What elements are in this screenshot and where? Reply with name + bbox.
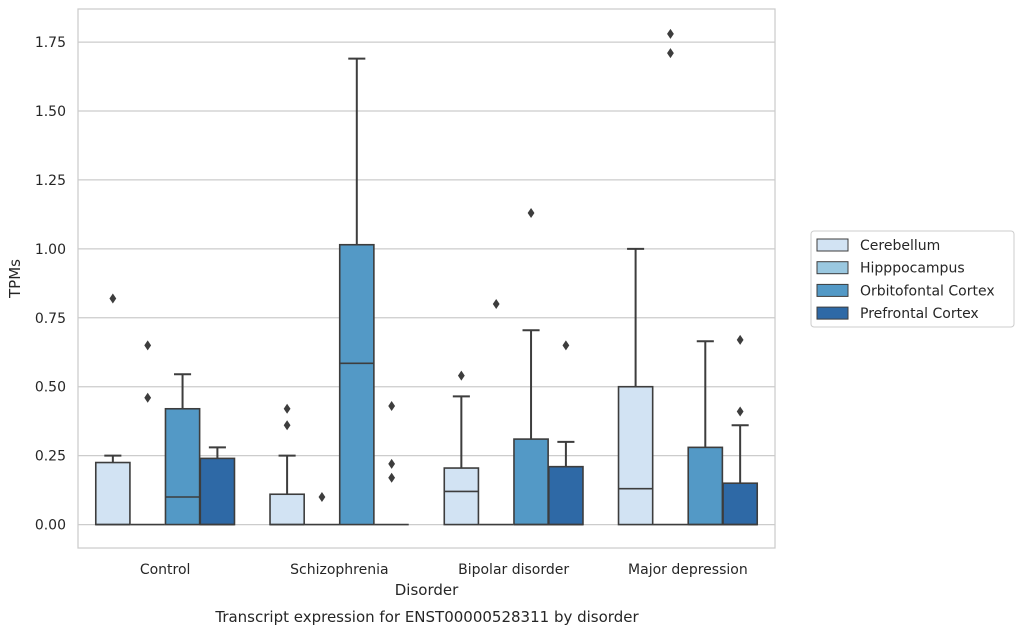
box-body bbox=[513, 438, 549, 526]
legend-swatch bbox=[816, 306, 849, 320]
y-tick-label: 0.50 bbox=[35, 380, 66, 396]
legend-swatch bbox=[816, 261, 849, 275]
outlier-point bbox=[318, 491, 326, 502]
box-orbitofontal-cortex bbox=[687, 340, 724, 526]
box-body bbox=[269, 493, 305, 526]
y-tick-label: 1.00 bbox=[35, 242, 66, 258]
x-tick-label: Schizophrenia bbox=[290, 562, 388, 578]
y-tick-label: 0.25 bbox=[35, 449, 66, 465]
box-prefrontal-cortex bbox=[374, 401, 409, 526]
box-prefrontal-cortex bbox=[722, 334, 759, 526]
outlier-point bbox=[562, 340, 570, 351]
outlier-point bbox=[388, 458, 396, 469]
outlier-point bbox=[457, 370, 465, 381]
box-body bbox=[687, 446, 724, 526]
y-tick-label: 1.25 bbox=[35, 173, 66, 189]
box-hipppocampus bbox=[479, 299, 514, 526]
box-orbitofontal-cortex bbox=[338, 57, 375, 526]
y-tick-label: 1.50 bbox=[35, 104, 66, 120]
x-tick-label: Major depression bbox=[628, 562, 748, 578]
outlier-point bbox=[667, 48, 674, 59]
outlier-point bbox=[527, 208, 535, 219]
box-body bbox=[164, 407, 201, 526]
box-cerebellum bbox=[617, 247, 654, 526]
legend-label: Cerebellum bbox=[860, 238, 940, 254]
legend-frame bbox=[810, 230, 1015, 328]
box-body bbox=[338, 243, 375, 526]
y-axis-label: TPMs bbox=[6, 259, 24, 299]
legend: Cerebellum Hipppocampus Orbitofontal Corte… bbox=[810, 230, 1015, 328]
outlier-point bbox=[283, 403, 291, 414]
outlier-point bbox=[492, 299, 500, 310]
box-body bbox=[199, 457, 236, 526]
box-cerebellum bbox=[443, 370, 480, 526]
box-body bbox=[722, 482, 759, 526]
legend-label: Hipppocampus bbox=[860, 261, 965, 277]
outlier-point bbox=[667, 28, 674, 39]
outlier-point bbox=[283, 420, 291, 431]
box-orbitofontal-cortex bbox=[513, 208, 549, 526]
box-cerebellum bbox=[269, 403, 305, 526]
outlier-point bbox=[736, 406, 744, 417]
box-body bbox=[443, 467, 480, 526]
y-tick-label: 1.75 bbox=[35, 35, 66, 51]
box-hipppocampus bbox=[130, 340, 165, 526]
legend-swatch bbox=[816, 283, 849, 297]
x-tick-label: Control bbox=[140, 562, 191, 578]
box-body bbox=[548, 465, 584, 526]
legend-label: Orbitofontal Cortex bbox=[860, 283, 995, 299]
box-prefrontal-cortex bbox=[548, 340, 584, 526]
outlier-point bbox=[388, 401, 396, 412]
box-prefrontal-cortex bbox=[199, 446, 236, 526]
x-tick-label: Bipolar disorder bbox=[458, 562, 569, 578]
legend-label: Prefrontal Cortex bbox=[860, 306, 979, 322]
box-body bbox=[617, 385, 654, 526]
outlier-point bbox=[144, 392, 152, 403]
box-orbitofontal-cortex bbox=[164, 373, 201, 526]
x-tick-labels: Control Schizophrenia Bipolar disorder Majo… bbox=[140, 562, 748, 578]
chart-caption: Transcript expression for ENST0000052831… bbox=[214, 608, 639, 626]
box-hipppocampus bbox=[653, 28, 688, 526]
box-body bbox=[94, 461, 131, 526]
box-cerebellum bbox=[94, 293, 131, 526]
outlier-point bbox=[109, 293, 117, 304]
boxes bbox=[94, 28, 759, 526]
y-tick-label: 0.00 bbox=[35, 518, 66, 534]
x-axis-label: Disorder bbox=[395, 581, 459, 599]
legend-swatch bbox=[816, 238, 849, 252]
outlier-point bbox=[736, 334, 744, 345]
y-tick-labels: 0.00 0.25 0.50 0.75 1.00 1.25 1.50 1.75 bbox=[35, 35, 66, 533]
y-tick-label: 0.75 bbox=[35, 311, 66, 327]
outlier-point bbox=[144, 340, 152, 351]
plot-frame bbox=[77, 8, 776, 549]
outlier-point bbox=[388, 472, 396, 483]
box-hipppocampus bbox=[304, 491, 340, 526]
